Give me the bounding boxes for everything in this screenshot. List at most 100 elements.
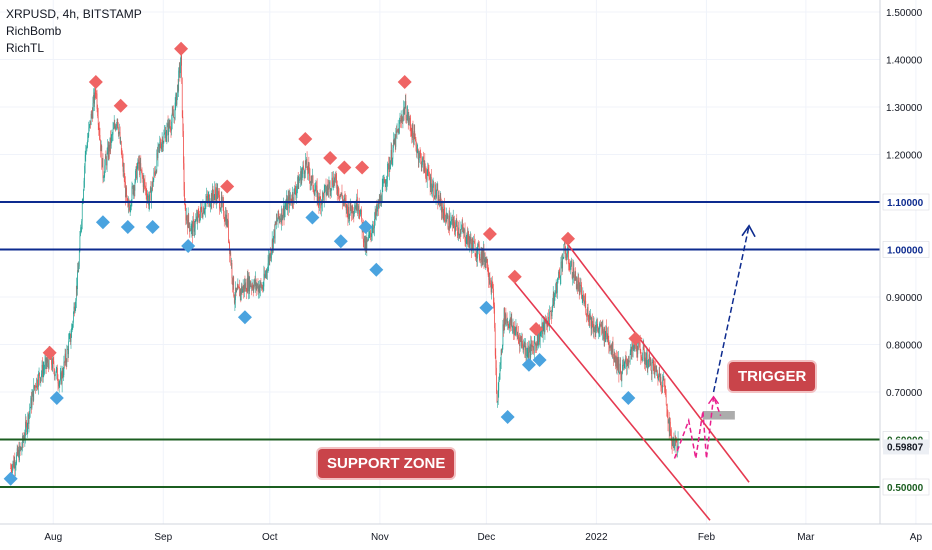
- candle-body: [100, 145, 102, 152]
- candle-body: [245, 282, 247, 292]
- candle-body: [136, 166, 138, 180]
- y-tick-label: 1.40000: [886, 56, 923, 67]
- candle-body: [430, 177, 432, 188]
- candle-body: [360, 209, 362, 213]
- candle-body: [333, 176, 335, 187]
- candle-body: [104, 156, 106, 166]
- candle-body: [28, 414, 29, 424]
- candle-body: [650, 358, 652, 371]
- candle-body: [51, 364, 53, 369]
- candle-body: [64, 353, 66, 363]
- candle-body: [571, 260, 573, 279]
- candle-body: [331, 177, 333, 189]
- candle-body: [409, 117, 411, 124]
- candle-body: [526, 354, 528, 356]
- candle-body: [465, 242, 467, 244]
- candle-body: [469, 241, 471, 246]
- candle-body: [85, 147, 87, 156]
- candle-body: [113, 123, 115, 128]
- candle-body: [581, 286, 582, 299]
- candle-body: [167, 123, 168, 127]
- candle-body: [626, 362, 627, 367]
- candle-body: [550, 311, 552, 315]
- candle-body: [368, 233, 370, 235]
- candle-body: [45, 357, 46, 362]
- level-tag-0.50000: 0.50000: [887, 483, 924, 494]
- candle-body: [466, 234, 468, 243]
- candle-body: [605, 326, 607, 338]
- candle-body: [217, 191, 219, 199]
- candle-body: [186, 215, 188, 221]
- candle-body: [522, 340, 523, 347]
- candle-body: [186, 215, 187, 221]
- top-signal-marker: [397, 75, 412, 89]
- candle-body: [391, 150, 393, 163]
- indicator-richtl[interactable]: RichTL: [6, 41, 45, 55]
- candle-body: [294, 188, 296, 193]
- candle-body: [200, 207, 202, 211]
- candle-body: [38, 372, 40, 374]
- candle-body: [234, 300, 236, 303]
- candle-body: [227, 220, 229, 225]
- candle-body: [439, 203, 440, 207]
- candle-body: [77, 270, 79, 273]
- candle-body: [654, 365, 656, 375]
- bottom-signal-marker: [333, 234, 348, 249]
- candle-body: [312, 175, 314, 189]
- candle-body: [54, 374, 56, 377]
- candle-body: [370, 230, 371, 234]
- candle-body: [497, 401, 498, 403]
- candle-body: [32, 390, 33, 397]
- candle-body: [665, 394, 667, 405]
- candle-body: [262, 286, 264, 290]
- candle-body: [580, 284, 582, 287]
- candle-body: [45, 357, 47, 366]
- bottom-signal-marker: [181, 239, 196, 253]
- candle-body: [209, 194, 210, 206]
- candle-body: [190, 225, 192, 231]
- candle-body: [86, 147, 87, 149]
- y-tick-label: 0.80000: [886, 341, 923, 352]
- candle-body: [601, 326, 603, 334]
- candle-body: [592, 326, 594, 332]
- candle-body: [193, 220, 194, 222]
- candle-body: [313, 191, 315, 195]
- candle-body: [627, 364, 629, 365]
- bottom-signal-marker: [500, 410, 515, 424]
- indicator-richbomb[interactable]: RichBomb: [6, 24, 62, 38]
- candle-body: [326, 186, 328, 193]
- candle-body: [137, 159, 139, 168]
- candle-body: [354, 208, 356, 210]
- bottom-signal-marker: [532, 353, 547, 367]
- candle-body: [611, 346, 613, 353]
- candle-body: [217, 191, 219, 193]
- candle-body: [368, 234, 369, 240]
- candle-body: [337, 186, 339, 194]
- candle-body: [670, 421, 671, 431]
- candle-body: [566, 257, 568, 258]
- candle-body: [210, 194, 212, 205]
- candle-body: [169, 126, 171, 127]
- candle-body: [333, 176, 335, 183]
- candle-body: [399, 120, 401, 122]
- candle-body: [664, 384, 665, 387]
- candle-body: [471, 239, 473, 252]
- candle-body: [472, 239, 474, 250]
- candle-body: [291, 193, 293, 203]
- candle-body: [599, 324, 601, 329]
- candle-body: [170, 129, 172, 131]
- candle-body: [176, 92, 178, 105]
- candle-body: [557, 282, 558, 293]
- candle-body: [493, 288, 494, 306]
- candle-body: [244, 283, 245, 292]
- candle-body: [568, 263, 570, 268]
- candle-body: [367, 239, 368, 241]
- candle-body: [375, 211, 377, 216]
- candle-body: [489, 279, 491, 284]
- candle-body: [544, 318, 546, 333]
- candle-body: [447, 215, 449, 228]
- candle-body: [640, 350, 642, 358]
- candle-body: [430, 177, 432, 192]
- candle-body: [390, 150, 392, 161]
